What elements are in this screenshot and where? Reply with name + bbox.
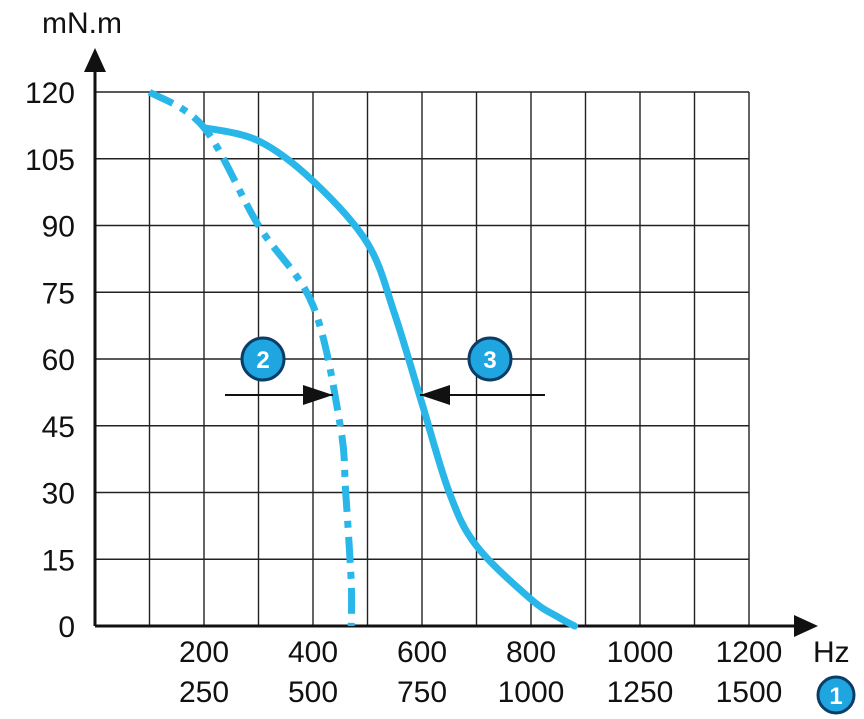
callout-badge-label: 2 <box>256 347 269 374</box>
x-tick-label: 1000 <box>607 636 674 669</box>
series-line-2 <box>147 88 356 627</box>
y-tick-label: 120 <box>25 77 75 110</box>
y-tick-label: 75 <box>42 277 75 310</box>
callout-badge-circle <box>467 336 513 382</box>
y-tick-label: 30 <box>42 478 75 511</box>
x-tick-label: 750 <box>397 676 447 709</box>
x-tick-label: 1200 <box>716 636 783 669</box>
x-tick-label: 250 <box>179 676 229 709</box>
pointer-2-arrowhead-icon <box>303 385 333 405</box>
x-tick-labels: 200 400 600 800 1000 1200 250 500 750 1000 1250 150… <box>179 636 782 709</box>
axis-badge-label: 1 <box>829 683 842 710</box>
axes <box>84 48 818 637</box>
x-tick-label: 1500 <box>716 676 783 709</box>
y-tick-label: 0 <box>58 611 75 644</box>
y-tick-label: 45 <box>42 411 75 444</box>
y-tick-labels: 0 15 30 45 60 75 90 105 120 <box>25 77 75 644</box>
series-layer <box>147 88 579 630</box>
x-axis-arrow-icon <box>794 615 818 637</box>
axis-badge-circle <box>816 675 856 715</box>
callout-badge-circle <box>240 336 286 382</box>
pointers <box>225 385 545 405</box>
y-tick-label: 90 <box>42 211 75 244</box>
y-tick-label: 60 <box>42 344 75 377</box>
y-axis-arrow-icon <box>84 48 106 72</box>
x-tick-label: 500 <box>288 676 338 709</box>
badges: 2 3 1 <box>240 336 856 715</box>
x-tick-label: 800 <box>506 636 556 669</box>
x-tick-label: 400 <box>288 636 338 669</box>
x-tick-label: 600 <box>397 636 447 669</box>
x-tick-label: 1000 <box>498 676 565 709</box>
y-tick-label: 105 <box>25 144 75 177</box>
x-tick-label: 1250 <box>607 676 674 709</box>
x-tick-label: 200 <box>179 636 229 669</box>
y-axis-unit: mN.m <box>42 7 122 40</box>
grid <box>95 91 750 626</box>
pointer-3-arrowhead-icon <box>420 385 450 405</box>
y-tick-label: 15 <box>42 544 75 577</box>
callout-badge-label: 3 <box>483 347 496 374</box>
x-axis-unit: Hz <box>813 636 850 669</box>
series-line-3 <box>200 124 579 630</box>
